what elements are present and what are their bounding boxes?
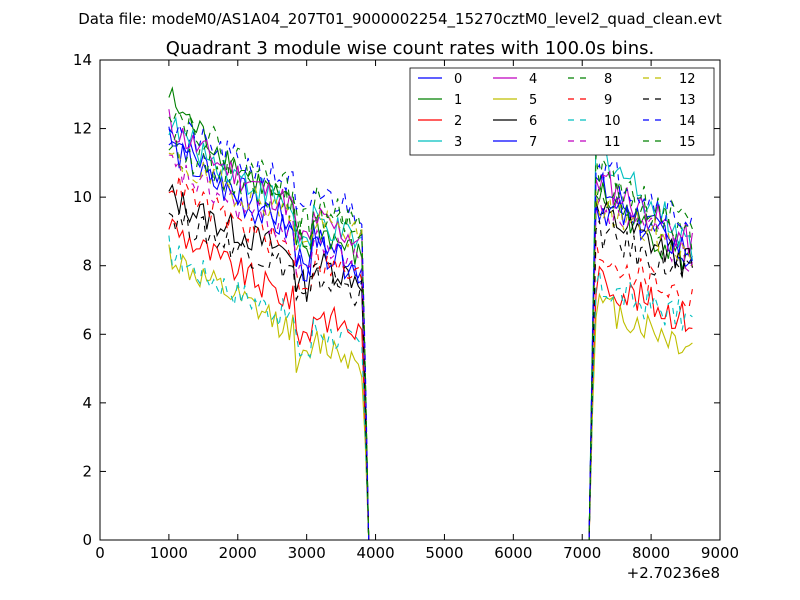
series-8-line: [168, 134, 693, 541]
series-13-line: [168, 208, 693, 541]
series-2-line: [168, 218, 693, 541]
x-tick-label: 2000: [219, 544, 257, 562]
series-9-line: [168, 175, 693, 541]
plot-area: 0 1000 2000 3000 4000 5000 6000 7000 8000 9000 0 2 4…: [73, 51, 739, 562]
series-5-line: [168, 244, 693, 541]
legend-label-1: 1: [454, 93, 462, 108]
y-tick-label: 0: [82, 531, 92, 549]
series-15-line: [168, 111, 693, 541]
y-tick-label: 10: [73, 188, 92, 206]
x-tick-label: 1000: [150, 544, 188, 562]
x-tick-label: 4000: [356, 544, 394, 562]
x-tick-label: 3000: [288, 544, 326, 562]
axes-frame: [99, 59, 721, 541]
legend-label-5: 5: [529, 93, 537, 108]
y-tick-label: 2: [82, 462, 92, 480]
x-tick-label: 5000: [425, 544, 463, 562]
series-10-line: [168, 235, 693, 541]
y-tick-label: 4: [82, 394, 92, 412]
legend-label-3: 3: [454, 135, 462, 150]
y-tick-label: 6: [82, 325, 92, 343]
series-6-line: [168, 183, 693, 541]
legend-label-2: 2: [454, 114, 462, 129]
y-tick-label: 8: [82, 257, 92, 275]
legend-label-0: 0: [454, 72, 462, 87]
x-offset-label: +2.70236e8: [627, 564, 720, 582]
legend-label-10: 10: [604, 114, 621, 129]
series-14-line: [168, 121, 693, 541]
legend-label-11: 11: [604, 135, 621, 150]
x-tick-label: 0: [95, 544, 105, 562]
x-tick-label: 6000: [494, 544, 532, 562]
legend-label-7: 7: [529, 135, 537, 150]
ticks-layer: 0 1000 2000 3000 4000 5000 6000 7000 8000 9000 0 2 4…: [73, 51, 739, 562]
legend-label-13: 13: [679, 93, 696, 108]
series-layer: [168, 86, 693, 541]
chart-title: Quadrant 3 module wise count rates with …: [166, 38, 655, 59]
series-12-line: [168, 150, 693, 541]
legend-label-6: 6: [529, 114, 537, 129]
legend-box: [409, 67, 715, 156]
suptitle: Data file: modeM0/AS1A04_207T01_90000022…: [78, 10, 722, 29]
x-tick-label: 9000: [701, 544, 739, 562]
series-3-line: [168, 116, 693, 541]
legend-label-9: 9: [604, 93, 612, 108]
legend-label-15: 15: [679, 135, 696, 150]
x-tick-label: 7000: [563, 544, 601, 562]
legend-label-8: 8: [604, 72, 612, 87]
legend-label-12: 12: [679, 72, 696, 87]
series-1-line: [168, 86, 693, 541]
series-4-line: [168, 109, 693, 541]
y-tick-label: 12: [73, 120, 92, 138]
legend-label-4: 4: [529, 72, 537, 87]
x-tick-label: 8000: [632, 544, 670, 562]
y-tick-label: 14: [73, 51, 92, 69]
legend-label-14: 14: [679, 114, 696, 129]
